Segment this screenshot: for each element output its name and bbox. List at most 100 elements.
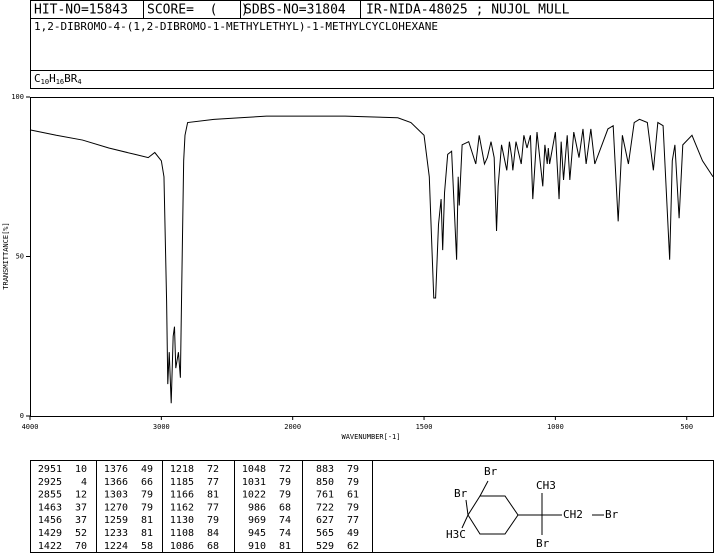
peak-wavenumber: 1166 [170, 490, 194, 501]
structure-bonds [461, 480, 604, 535]
peak-transmittance: 61 [347, 490, 359, 501]
peak-transmittance: 79 [279, 490, 291, 501]
peak-wavenumber: 1162 [170, 502, 194, 513]
x-tick-label: 500 [680, 423, 693, 431]
score: SCORE= ( ) [147, 3, 249, 18]
peak-wavenumber: 1376 [104, 464, 128, 475]
formula-part: C [34, 72, 41, 85]
x-tick-label: 3000 [153, 423, 170, 431]
peak-transmittance: 62 [347, 541, 359, 552]
peak-wavenumber: 2855 [38, 490, 62, 501]
peak-transmittance: 81 [141, 528, 153, 539]
plot-frame [30, 97, 714, 417]
peak-wavenumber: 1463 [38, 502, 62, 513]
peak-wavenumber: 1270 [104, 502, 128, 513]
atom-label: Br [484, 465, 498, 478]
peak-transmittance: 79 [141, 490, 153, 501]
sdbs-no: SDBS-NO=31804 [244, 3, 346, 18]
peak-wavenumber: 1022 [242, 490, 266, 501]
peak-wavenumber: 945 [248, 528, 266, 539]
peak-wavenumber: 850 [316, 477, 334, 488]
peak-wavenumber: 1130 [170, 515, 194, 526]
peak-transmittance: 37 [75, 515, 87, 526]
peak-transmittance: 79 [347, 477, 359, 488]
y-axis-label: TRANSMITTANCE[%] [2, 222, 10, 289]
peak-transmittance: 49 [141, 464, 153, 475]
peak-transmittance: 79 [207, 515, 219, 526]
atom-label: Br [454, 487, 468, 500]
peak-transmittance: 79 [279, 477, 291, 488]
peak-transmittance: 84 [207, 528, 219, 539]
peak-wavenumber: 1048 [242, 464, 266, 475]
peak-transmittance: 68 [279, 502, 291, 513]
formula: C10H16BR4 [34, 72, 82, 86]
atom-label: Br [605, 508, 619, 521]
peak-wavenumber: 2925 [38, 477, 62, 488]
atom-label: CH2 [563, 508, 583, 521]
peak-wavenumber: 1224 [104, 541, 128, 552]
peak-wavenumber: 565 [316, 528, 334, 539]
bond [465, 499, 469, 516]
peak-wavenumber: 1218 [170, 464, 194, 475]
peak-wavenumber: 969 [248, 515, 266, 526]
peak-transmittance: 79 [347, 464, 359, 475]
peak-wavenumber: 910 [248, 541, 266, 552]
peak-transmittance: 70 [75, 541, 87, 552]
peak-transmittance: 77 [207, 502, 219, 513]
peak-transmittance: 77 [207, 477, 219, 488]
formula-part: BR [64, 72, 78, 85]
y-tick-label: 50 [16, 253, 24, 261]
peak-transmittance: 58 [141, 541, 153, 552]
peak-wavenumber: 1366 [104, 477, 128, 488]
peak-wavenumber: 627 [316, 515, 334, 526]
method: IR-NIDA-48025 ; NUJOL MULL [366, 3, 570, 18]
peak-wavenumber: 722 [316, 502, 334, 513]
peak-transmittance: 10 [75, 464, 87, 475]
y-tick-label: 0 [20, 412, 24, 420]
peak-wavenumber: 1456 [38, 515, 62, 526]
peak-transmittance: 74 [279, 515, 291, 526]
peak-wavenumber: 1422 [38, 541, 62, 552]
peak-transmittance: 72 [207, 464, 219, 475]
peak-transmittance: 52 [75, 528, 87, 539]
peak-transmittance: 79 [141, 502, 153, 513]
peak-transmittance: 68 [207, 541, 219, 552]
y-tick-label: 100 [11, 93, 24, 101]
peak-wavenumber: 529 [316, 541, 334, 552]
x-tick-label: 4000 [22, 423, 39, 431]
peak-wavenumber: 1108 [170, 528, 194, 539]
spectrum [29, 115, 714, 404]
bond [461, 514, 469, 529]
peak-wavenumber: 1233 [104, 528, 128, 539]
peak-transmittance: 77 [347, 515, 359, 526]
bond [479, 480, 489, 497]
formula-part: 4 [77, 78, 81, 86]
peak-transmittance: 37 [75, 502, 87, 513]
peak-wavenumber: 1259 [104, 515, 128, 526]
peak-transmittance: 49 [347, 528, 359, 539]
compound-name: 1,2-DIBROMO-4-(1,2-DIBROMO-1-METHYLETHYL… [34, 20, 438, 33]
peak-transmittance: 66 [141, 477, 153, 488]
hit-no: HIT-NO=15843 [34, 3, 128, 18]
formula-part: H [49, 72, 56, 85]
x-tick-label: 1000 [547, 423, 564, 431]
ring [467, 495, 519, 535]
formula-part: 10 [41, 78, 49, 86]
peak-wavenumber: 1303 [104, 490, 128, 501]
peak-wavenumber: 2951 [38, 464, 62, 475]
atom-label: H3C [446, 528, 466, 541]
peak-wavenumber: 1086 [170, 541, 194, 552]
peak-wavenumber: 1185 [170, 477, 194, 488]
peak-wavenumber: 883 [316, 464, 334, 475]
peak-transmittance: 79 [347, 502, 359, 513]
peak-transmittance: 4 [81, 477, 87, 488]
peak-transmittance: 74 [279, 528, 291, 539]
formula-part: 16 [56, 78, 64, 86]
atom-label: Br [536, 537, 550, 550]
peak-wavenumber: 986 [248, 502, 266, 513]
peak-wavenumber: 1429 [38, 528, 62, 539]
peak-transmittance: 81 [279, 541, 291, 552]
peak-wavenumber: 761 [316, 490, 334, 501]
atom-label: CH3 [536, 479, 556, 492]
